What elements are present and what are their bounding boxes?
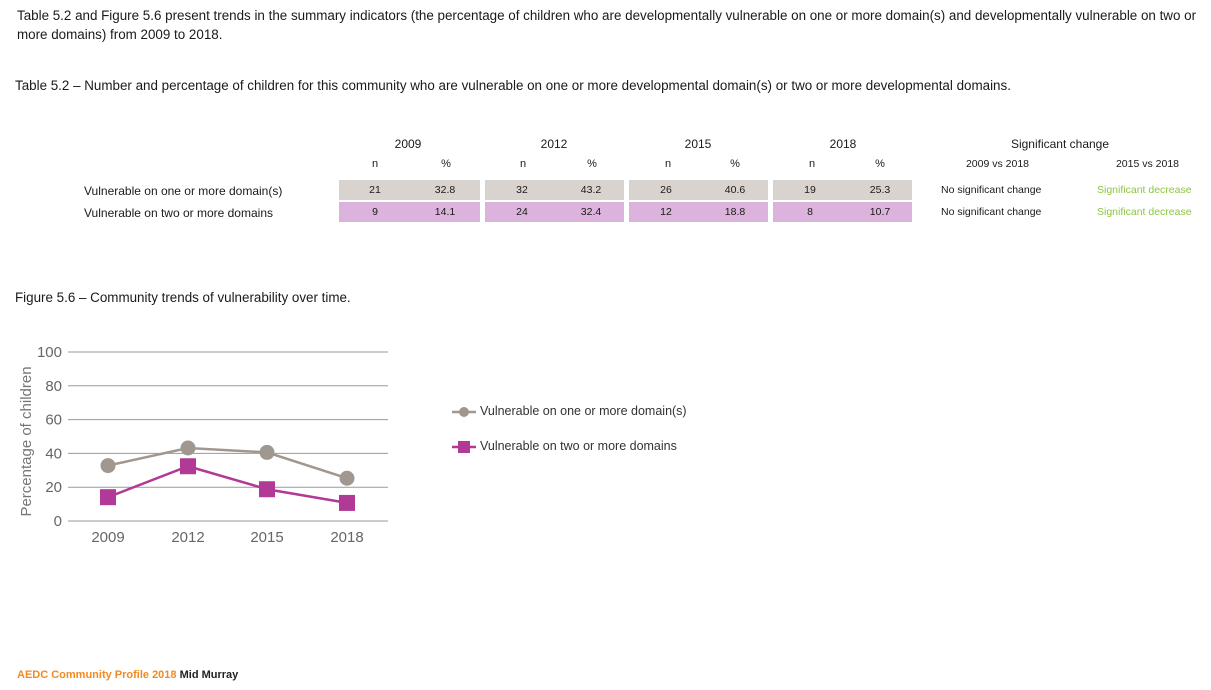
year-header: 2015 xyxy=(684,137,712,151)
y-tick-label: 60 xyxy=(45,412,62,429)
year-header: 2009 xyxy=(394,137,422,151)
table-cell: 40.6 xyxy=(724,184,746,196)
table-cell: 14.1 xyxy=(434,206,456,218)
n-header: n xyxy=(371,158,379,170)
intro-paragraph: Table 5.2 and Figure 5.6 present trends … xyxy=(17,8,1197,42)
sig-2015-2018-header: 2015 vs 2018 xyxy=(1115,158,1180,170)
x-tick-label: 2012 xyxy=(171,529,204,546)
sig-change-cell: No significant change xyxy=(941,184,1042,196)
data-point xyxy=(100,489,116,506)
n-header: n xyxy=(664,158,672,170)
data-point xyxy=(339,494,355,511)
row1-2015-bg xyxy=(629,180,768,200)
sig-change-cell: Significant decrease xyxy=(1097,206,1192,218)
legend-label: Vulnerable on one or more domain(s) xyxy=(480,404,687,418)
pct-header: % xyxy=(441,158,451,170)
pct-header: % xyxy=(730,158,740,170)
row-label: Vulnerable on one or more domain(s) xyxy=(84,184,283,198)
legend-item: Vulnerable on two or more domains xyxy=(452,439,677,454)
figure-caption-label: Figure 5.6 xyxy=(15,290,76,305)
row1-2009-bg xyxy=(339,180,480,200)
legend-item: Vulnerable on one or more domain(s) xyxy=(452,404,687,419)
table-cell: 10.7 xyxy=(869,206,891,218)
data-point xyxy=(180,458,196,475)
footer: AEDC Community Profile 2018 Mid Murray xyxy=(17,669,238,681)
pct-header: % xyxy=(587,158,597,170)
x-tick-label: 2018 xyxy=(330,529,363,546)
y-axis-label: Percentage of children xyxy=(18,366,35,516)
series-line xyxy=(107,464,348,505)
x-tick-label: 2015 xyxy=(250,529,283,546)
row2-2009-bg xyxy=(339,202,480,222)
footer-brand: AEDC Community Profile 2018 xyxy=(17,669,177,681)
y-tick-label: 80 xyxy=(45,378,62,395)
year-header: 2012 xyxy=(540,137,568,151)
y-tick-label: 20 xyxy=(45,479,62,496)
sig-2009-2018-header: 2009 vs 2018 xyxy=(965,158,1030,170)
n-header: n xyxy=(808,158,816,170)
circle-marker-icon xyxy=(452,406,476,417)
table-cell: 18.8 xyxy=(724,206,746,218)
table-cell: 26 xyxy=(660,184,672,196)
footer-place: Mid Murray xyxy=(179,669,239,681)
y-tick-label: 0 xyxy=(54,513,62,530)
data-point xyxy=(100,458,116,474)
table-cell: 8 xyxy=(807,206,813,218)
table-cell: 21 xyxy=(369,184,381,196)
year-header: 2018 xyxy=(829,137,857,151)
figure-caption: Figure 5.6 – Community trends of vulnera… xyxy=(15,289,1165,306)
row-label: Vulnerable on two or more domains xyxy=(84,206,273,220)
table-caption: Table 5.2 – Number and percentage of chi… xyxy=(15,77,1165,94)
table-cell: 12 xyxy=(660,206,672,218)
figure-caption-text: – Community trends of vulnerability over… xyxy=(75,290,351,305)
data-point xyxy=(180,440,196,456)
n-header: n xyxy=(519,158,527,170)
row1-2018-bg xyxy=(773,180,912,200)
table-cell: 43.2 xyxy=(580,184,602,196)
x-tick-label: 2009 xyxy=(91,529,124,546)
y-tick-label: 100 xyxy=(37,344,62,361)
sig-change-cell: No significant change xyxy=(941,206,1042,218)
y-tick-label: 40 xyxy=(45,445,62,462)
row2-2012-bg xyxy=(485,202,624,222)
row1-2012-bg xyxy=(485,180,624,200)
table-cell: 9 xyxy=(372,206,378,218)
data-point xyxy=(259,481,275,498)
series-line xyxy=(107,446,348,480)
pct-header: % xyxy=(875,158,885,170)
row2-2018-bg xyxy=(773,202,912,222)
table-cell: 19 xyxy=(804,184,816,196)
data-point xyxy=(339,470,355,486)
table-cell: 25.3 xyxy=(869,184,891,196)
table-cell: 32.8 xyxy=(434,184,456,196)
significant-change-header: Significant change xyxy=(1010,137,1110,151)
table-cell: 24 xyxy=(516,206,528,218)
table-caption-label: Table 5.2 xyxy=(15,78,70,93)
table-caption-text: – Number and percentage of children for … xyxy=(69,78,1011,93)
square-marker-icon xyxy=(452,440,476,453)
row2-2015-bg xyxy=(629,202,768,222)
table-cell: 32.4 xyxy=(580,206,602,218)
table-cell: 32 xyxy=(516,184,528,196)
vulnerability-line-chart: 0 20 40 60 80 100 2009 2012 2015 2018 Percentage o… xyxy=(18,344,388,546)
sig-change-cell: Significant decrease xyxy=(1097,184,1192,196)
data-point xyxy=(259,444,275,460)
legend-label: Vulnerable on two or more domains xyxy=(480,439,677,453)
